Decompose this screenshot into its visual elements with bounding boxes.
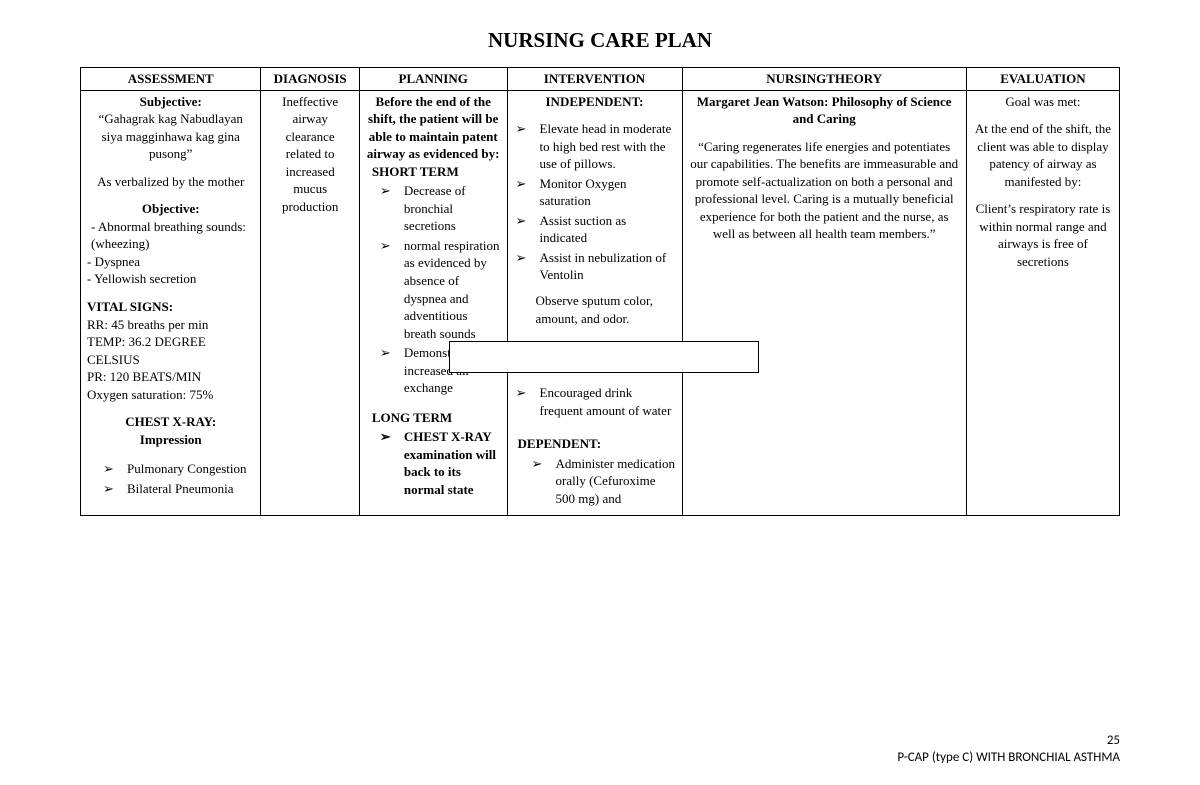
subjective-quote: “Gahagrak kag Nabudlayan siya magginhawa… <box>87 110 254 163</box>
cell-diagnosis: Ineffective airway clearance related to … <box>261 90 359 516</box>
vital-temp: TEMP: 36.2 DEGREE CELSIUS <box>87 333 254 368</box>
independent-label: INDEPENDENT: <box>514 93 676 111</box>
short-term-item: Decrease of bronchial secretions <box>398 182 501 235</box>
long-term-label: LONG TERM <box>366 409 501 427</box>
xray-finding: Bilateral Pneumonia <box>121 480 254 498</box>
table-body-row: Subjective: “Gahagrak kag Nabudlayan siy… <box>81 90 1120 516</box>
short-term-label: SHORT TERM <box>366 163 501 181</box>
header-intervention: INTERVENTION <box>507 68 682 91</box>
care-plan-table: ASSESSMENT DIAGNOSIS PLANNING INTERVENTI… <box>80 67 1120 516</box>
intervention-item: Encouraged drink frequent amount of wate… <box>534 384 676 419</box>
page-title: NURSING CARE PLAN <box>80 28 1120 53</box>
verbalized-by: As verbalized by the mother <box>87 173 254 191</box>
vital-pr: PR: 120 BEATS/MIN <box>87 368 254 386</box>
cell-assessment: Subjective: “Gahagrak kag Nabudlayan siy… <box>81 90 261 516</box>
intervention-item: Elevate head in moderate to high bed res… <box>534 120 676 173</box>
long-term-item: CHEST X-RAY examination will back to its… <box>398 428 501 498</box>
objective-item: - Dyspnea <box>87 253 254 271</box>
vital-rr: RR: 45 breaths per min <box>87 316 254 334</box>
table-header-row: ASSESSMENT DIAGNOSIS PLANNING INTERVENTI… <box>81 68 1120 91</box>
header-theory: NURSINGTHEORY <box>682 68 966 91</box>
xray-finding: Pulmonary Congestion <box>121 460 254 478</box>
theory-quote: “Caring regenerates life energies and po… <box>689 138 960 243</box>
cell-intervention: INDEPENDENT: Elevate head in moderate to… <box>507 90 682 516</box>
vitals-label: VITAL SIGNS: <box>87 298 254 316</box>
short-term-item: normal respiration as evidenced by absen… <box>398 237 501 342</box>
header-evaluation: EVALUATION <box>966 68 1119 91</box>
intervention-item: Observe sputum color, amount, and odor. <box>514 292 676 327</box>
header-assessment: ASSESSMENT <box>81 68 261 91</box>
evaluation-goal: Goal was met: <box>973 93 1113 111</box>
objective-item: - Yellowish secretion <box>87 270 254 288</box>
overlay-box <box>449 341 759 373</box>
page-number: 25 <box>897 733 1120 750</box>
theory-heading: Margaret Jean Watson: Philosophy of Scie… <box>689 93 960 128</box>
cell-evaluation: Goal was met: At the end of the shift, t… <box>966 90 1119 516</box>
xray-label: CHEST X-RAY: Impression <box>87 413 254 448</box>
intervention-item: Monitor Oxygen saturation <box>534 175 676 210</box>
evaluation-para: Client’s respiratory rate is within norm… <box>973 200 1113 270</box>
dependent-label: DEPENDENT: <box>514 435 676 453</box>
vital-o2: Oxygen saturation: 75% <box>87 386 254 404</box>
cell-planning: Before the end of the shift, the patient… <box>359 90 507 516</box>
footer-text: P-CAP (type C) WITH BRONCHIAL ASTHMA <box>897 750 1120 767</box>
dependent-item: Administer medication orally (Cefuroxime… <box>550 455 676 508</box>
objective-item: - Abnormal breathing sounds: (wheezing) <box>87 218 254 253</box>
objective-label: Objective: <box>87 200 254 218</box>
subjective-label: Subjective: <box>87 93 254 111</box>
planning-intro: Before the end of the shift, the patient… <box>366 93 501 163</box>
evaluation-para: At the end of the shift, the client was … <box>973 120 1113 190</box>
header-diagnosis: DIAGNOSIS <box>261 68 359 91</box>
page-footer: 25 P-CAP (type C) WITH BRONCHIAL ASTHMA <box>897 733 1120 767</box>
intervention-item: Assist in nebulization of Ventolin <box>534 249 676 284</box>
header-planning: PLANNING <box>359 68 507 91</box>
cell-theory: Margaret Jean Watson: Philosophy of Scie… <box>682 90 966 516</box>
intervention-item: Assist suction as indicated <box>534 212 676 247</box>
